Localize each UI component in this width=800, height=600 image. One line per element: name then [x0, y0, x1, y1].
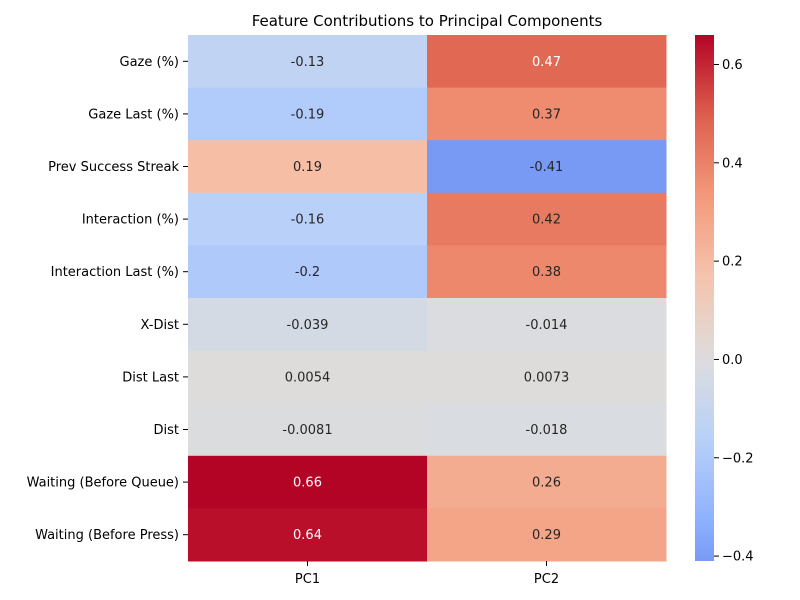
- cell-annotation: 0.19: [293, 160, 322, 175]
- colorbar-tick-label: 0.0: [722, 353, 743, 368]
- colorbar-tick-label: 0.2: [722, 255, 743, 270]
- colorbar-tick-label: −0.2: [722, 451, 754, 466]
- cell-annotation: 0.64: [293, 528, 322, 543]
- heatmap-cell: [188, 192, 428, 246]
- heatmap-cell: [427, 403, 667, 457]
- heatmap-cell: [188, 35, 428, 89]
- cell-annotation: 0.29: [532, 528, 561, 543]
- cell-annotation: 0.66: [293, 476, 322, 491]
- row-labels: Gaze (%) Gaze Last (%) Prev Success Streak…: [27, 55, 188, 543]
- colorbar-tick-label: 0.4: [722, 156, 743, 171]
- row-label: Interaction Last (%): [51, 265, 179, 280]
- row-label: Prev Success Streak: [48, 160, 179, 175]
- heatmap-cell: [427, 245, 667, 299]
- cell-annotation: -0.13: [291, 55, 325, 70]
- heatmap-cells: -0.13 0.47 -0.19 0.37 0.19 -0.41 -0.16 0.42 -0.2…: [188, 35, 667, 562]
- column-label: PC2: [534, 572, 559, 587]
- heatmap-cell: [188, 508, 428, 562]
- cell-annotation: -0.16: [291, 213, 325, 228]
- row-label: Waiting (Before Press): [35, 528, 179, 543]
- heatmap-cell: [188, 350, 428, 404]
- heatmap-cell: [188, 298, 428, 352]
- cell-annotation: -0.014: [526, 318, 568, 333]
- row-label: Gaze (%): [120, 55, 180, 70]
- heatmap-cell: [188, 245, 428, 299]
- heatmap-cell: [188, 455, 428, 509]
- colorbar-gradient: [695, 35, 714, 561]
- cell-annotation: -0.41: [530, 160, 564, 175]
- cell-annotation: -0.018: [526, 423, 568, 438]
- row-label: Gaze Last (%): [88, 107, 179, 122]
- heatmap-cell: [427, 140, 667, 194]
- heatmap-cell: [188, 87, 428, 141]
- colorbar-tick-label: 0.6: [722, 58, 743, 73]
- heatmap-cell: [427, 87, 667, 141]
- cell-annotation: -0.2: [295, 265, 320, 280]
- cell-annotation: 0.42: [532, 213, 561, 228]
- row-label: Waiting (Before Queue): [27, 476, 179, 491]
- cell-annotation: -0.19: [291, 107, 325, 122]
- cell-annotation: 0.26: [532, 476, 561, 491]
- row-label: X-Dist: [141, 318, 179, 333]
- heatmap-cell: [427, 455, 667, 509]
- chart-title: Feature Contributions to Principal Compo…: [252, 12, 603, 30]
- colorbar: 0.6 0.4 0.2 0.0 −0.2 −0.4: [695, 35, 754, 565]
- row-label: Interaction (%): [82, 213, 179, 228]
- cell-annotation: 0.47: [532, 55, 561, 70]
- cell-annotation: 0.37: [532, 107, 561, 122]
- cell-annotation: 0.38: [532, 265, 561, 280]
- heatmap-cell: [427, 298, 667, 352]
- heatmap-cell: [427, 35, 667, 89]
- row-label: Dist: [154, 423, 180, 438]
- cell-annotation: -0.039: [287, 318, 329, 333]
- heatmap-cell: [427, 350, 667, 404]
- cell-annotation: 0.0073: [524, 370, 570, 385]
- heatmap-cell: [427, 192, 667, 246]
- heatmap-cell: [188, 140, 428, 194]
- colorbar-tick-label: −0.4: [722, 550, 754, 565]
- cell-annotation: -0.0081: [282, 423, 332, 438]
- heatmap-cell: [188, 403, 428, 457]
- column-label: PC1: [295, 572, 320, 587]
- row-label: Dist Last: [122, 370, 179, 385]
- column-labels: PC1 PC2: [295, 561, 559, 587]
- heatmap-cell: [427, 508, 667, 562]
- cell-annotation: 0.0054: [285, 370, 331, 385]
